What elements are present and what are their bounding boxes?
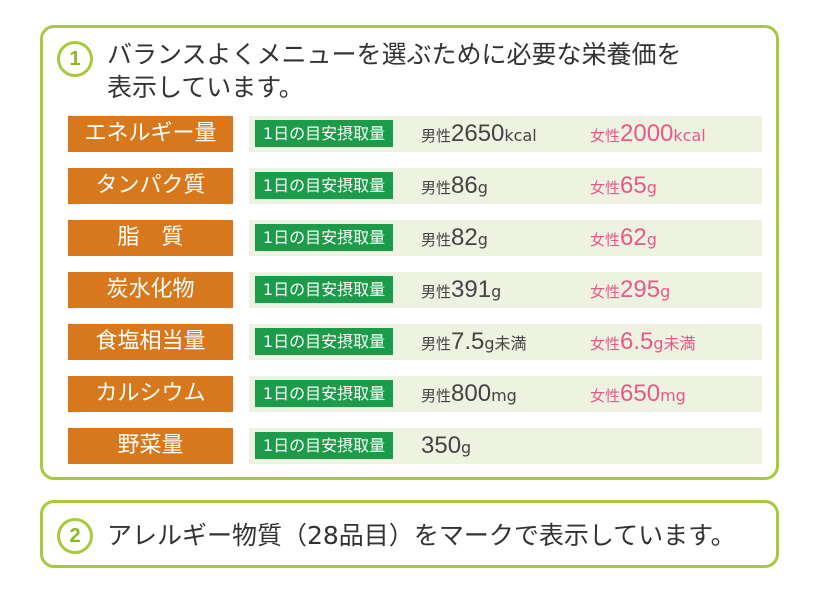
category-label: 炭水化物	[68, 272, 233, 308]
category-label: タンパク質	[68, 168, 233, 204]
male-value: 男性7.5g未満	[421, 328, 527, 355]
daily-intake-tag: 1日の目安摂取量	[255, 432, 393, 459]
male-value: 男性391g	[421, 276, 502, 303]
category-label: カルシウム	[68, 376, 233, 412]
daily-intake-tag: 1日の目安摂取量	[255, 328, 393, 355]
intro-text: バランスよくメニューを選ぶために必要な栄養価を 表示しています。	[107, 38, 682, 104]
category-label: 野菜量	[68, 428, 233, 464]
category-label: 脂 質	[68, 220, 233, 256]
allergen-info-panel: 2 アレルギー物質（28品目）をマークで表示しています。	[40, 500, 779, 568]
nutrition-info-panel: 1 バランスよくメニューを選ぶために必要な栄養価を 表示しています。 エネルギー…	[40, 25, 779, 480]
section-number-badge: 1	[57, 41, 93, 77]
daily-intake-tag: 1日の目安摂取量	[255, 120, 393, 147]
category-label: エネルギー量	[68, 116, 233, 152]
nutrient-row-fat: 脂 質 1日の目安摂取量 男性82g 女性62g	[68, 220, 762, 256]
daily-intake-tag: 1日の目安摂取量	[255, 224, 393, 251]
nutrient-row-salt: 食塩相当量 1日の目安摂取量 男性7.5g未満 女性6.5g未満	[68, 324, 762, 360]
intro-line-1: バランスよくメニューを選ぶために必要な栄養価を	[107, 40, 682, 69]
female-value: 女性295g	[590, 276, 671, 303]
nutrient-row-vegetables: 野菜量 1日の目安摂取量 350g	[68, 428, 762, 464]
female-value: 女性6.5g未満	[590, 328, 696, 355]
intro-line-2: 表示しています。	[107, 73, 304, 102]
male-value: 男性86g	[421, 172, 488, 199]
nutrient-row-carbohydrate: 炭水化物 1日の目安摂取量 男性391g 女性295g	[68, 272, 762, 308]
female-value: 女性62g	[590, 224, 657, 251]
daily-intake-tag: 1日の目安摂取量	[255, 276, 393, 303]
female-value: 女性65g	[590, 172, 657, 199]
vegetable-value: 350g	[421, 432, 472, 459]
allergen-text: アレルギー物質（28品目）をマークで表示しています。	[107, 521, 736, 550]
category-label: 食塩相当量	[68, 324, 233, 360]
nutrient-row-protein: タンパク質 1日の目安摂取量 男性86g 女性65g	[68, 168, 762, 204]
daily-intake-tag: 1日の目安摂取量	[255, 172, 393, 199]
female-value: 女性2000kcal	[590, 120, 706, 147]
section-number-badge: 2	[57, 518, 93, 554]
male-value: 男性2650kcal	[421, 120, 537, 147]
male-value: 男性800mg	[421, 380, 517, 407]
daily-intake-tag: 1日の目安摂取量	[255, 380, 393, 407]
nutrient-row-calcium: カルシウム 1日の目安摂取量 男性800mg 女性650mg	[68, 376, 762, 412]
male-value: 男性82g	[421, 224, 488, 251]
nutrient-row-energy: エネルギー量 1日の目安摂取量 男性2650kcal 女性2000kcal	[68, 116, 762, 152]
female-value: 女性650mg	[590, 380, 686, 407]
